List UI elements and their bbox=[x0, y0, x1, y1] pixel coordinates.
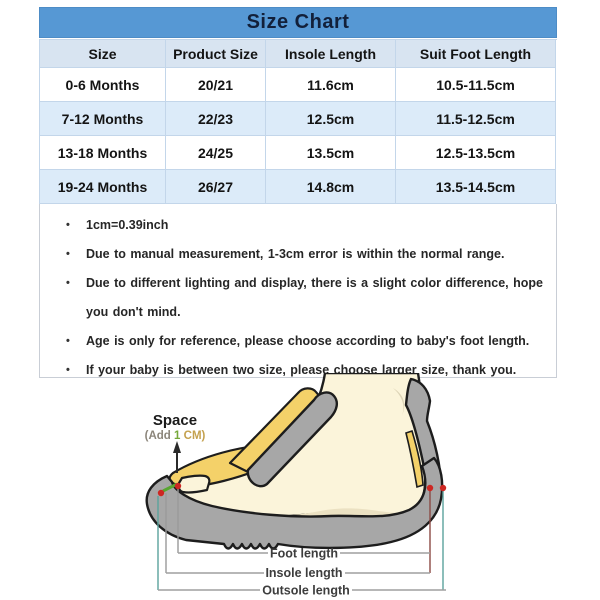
measurement-lines bbox=[157, 482, 447, 591]
table-cell: 11.5-12.5cm bbox=[396, 102, 556, 136]
table-row: 7-12 Months 22/23 12.5cm 11.5-12.5cm bbox=[40, 102, 557, 136]
note-text: Age is only for reference, please choose… bbox=[86, 334, 530, 348]
note-text: Due to manual measurement, 1-3cm error i… bbox=[86, 247, 505, 261]
table-cell: 0-6 Months bbox=[40, 68, 166, 102]
note-text: Due to different lighting and display, t… bbox=[86, 276, 543, 319]
space-label: Space bbox=[153, 412, 197, 429]
insole-length-label: Insole length bbox=[265, 566, 342, 580]
table-cell: 12.5cm bbox=[266, 102, 396, 136]
up-arrow-icon bbox=[173, 441, 181, 453]
page-title: Size Chart bbox=[246, 11, 350, 33]
column-header-product-size: Product Size bbox=[166, 40, 266, 68]
table-header-row: Size Product Size Insole Length Suit Foo… bbox=[40, 40, 557, 68]
column-header-suit-foot-length: Suit Foot Length bbox=[396, 40, 556, 68]
table-cell: 12.5-13.5cm bbox=[396, 136, 556, 170]
size-table: Size Product Size Insole Length Suit Foo… bbox=[39, 39, 557, 204]
table-row: 0-6 Months 20/21 11.6cm 10.5-11.5cm bbox=[40, 68, 557, 102]
foot-measurement-diagram: Space (Add 1 CM) bbox=[145, 373, 447, 598]
space-marker: Space (Add 1 CM) bbox=[145, 412, 206, 493]
table-cell: 7-12 Months bbox=[40, 102, 166, 136]
bullet-icon: • bbox=[66, 219, 70, 231]
measurement-dots bbox=[157, 482, 447, 497]
notes-box: • 1cm=0.39inch • Due to manual measureme… bbox=[39, 204, 557, 378]
bullet-icon: • bbox=[66, 364, 70, 376]
foot-illustration bbox=[145, 373, 444, 550]
table-cell: 20/21 bbox=[166, 68, 266, 102]
bullet-icon: • bbox=[66, 277, 70, 289]
table-cell: 13.5cm bbox=[266, 136, 396, 170]
column-header-insole-length: Insole Length bbox=[266, 40, 396, 68]
space-note: (Add 1 CM) bbox=[145, 430, 206, 442]
note-item: • Due to manual measurement, 1-3cm error… bbox=[66, 240, 550, 269]
table-cell: 11.6cm bbox=[266, 68, 396, 102]
table-cell: 13.5-14.5cm bbox=[396, 170, 556, 204]
foot-length-label: Foot length bbox=[270, 547, 338, 561]
table-cell: 26/27 bbox=[166, 170, 266, 204]
upper-panel: Size Chart Size Product Size Insole Leng… bbox=[39, 7, 557, 378]
note-item: • Age is only for reference, please choo… bbox=[66, 327, 550, 356]
note-item: • 1cm=0.39inch bbox=[66, 211, 550, 240]
note-item: • Due to different lighting and display,… bbox=[66, 269, 550, 327]
bullet-icon: • bbox=[66, 248, 70, 260]
table-cell: 19-24 Months bbox=[40, 170, 166, 204]
table-cell: 10.5-11.5cm bbox=[396, 68, 556, 102]
table-cell: 13-18 Months bbox=[40, 136, 166, 170]
column-header-size: Size bbox=[40, 40, 166, 68]
bullet-icon: • bbox=[66, 335, 70, 347]
table-row: 19-24 Months 26/27 14.8cm 13.5-14.5cm bbox=[40, 170, 557, 204]
table-cell: 14.8cm bbox=[266, 170, 396, 204]
table-row: 13-18 Months 24/25 13.5cm 12.5-13.5cm bbox=[40, 136, 557, 170]
title-bar: Size Chart bbox=[39, 7, 557, 38]
table-cell: 24/25 bbox=[166, 136, 266, 170]
note-text: 1cm=0.39inch bbox=[86, 218, 169, 232]
outsole-length-label: Outsole length bbox=[262, 584, 350, 598]
table-cell: 22/23 bbox=[166, 102, 266, 136]
